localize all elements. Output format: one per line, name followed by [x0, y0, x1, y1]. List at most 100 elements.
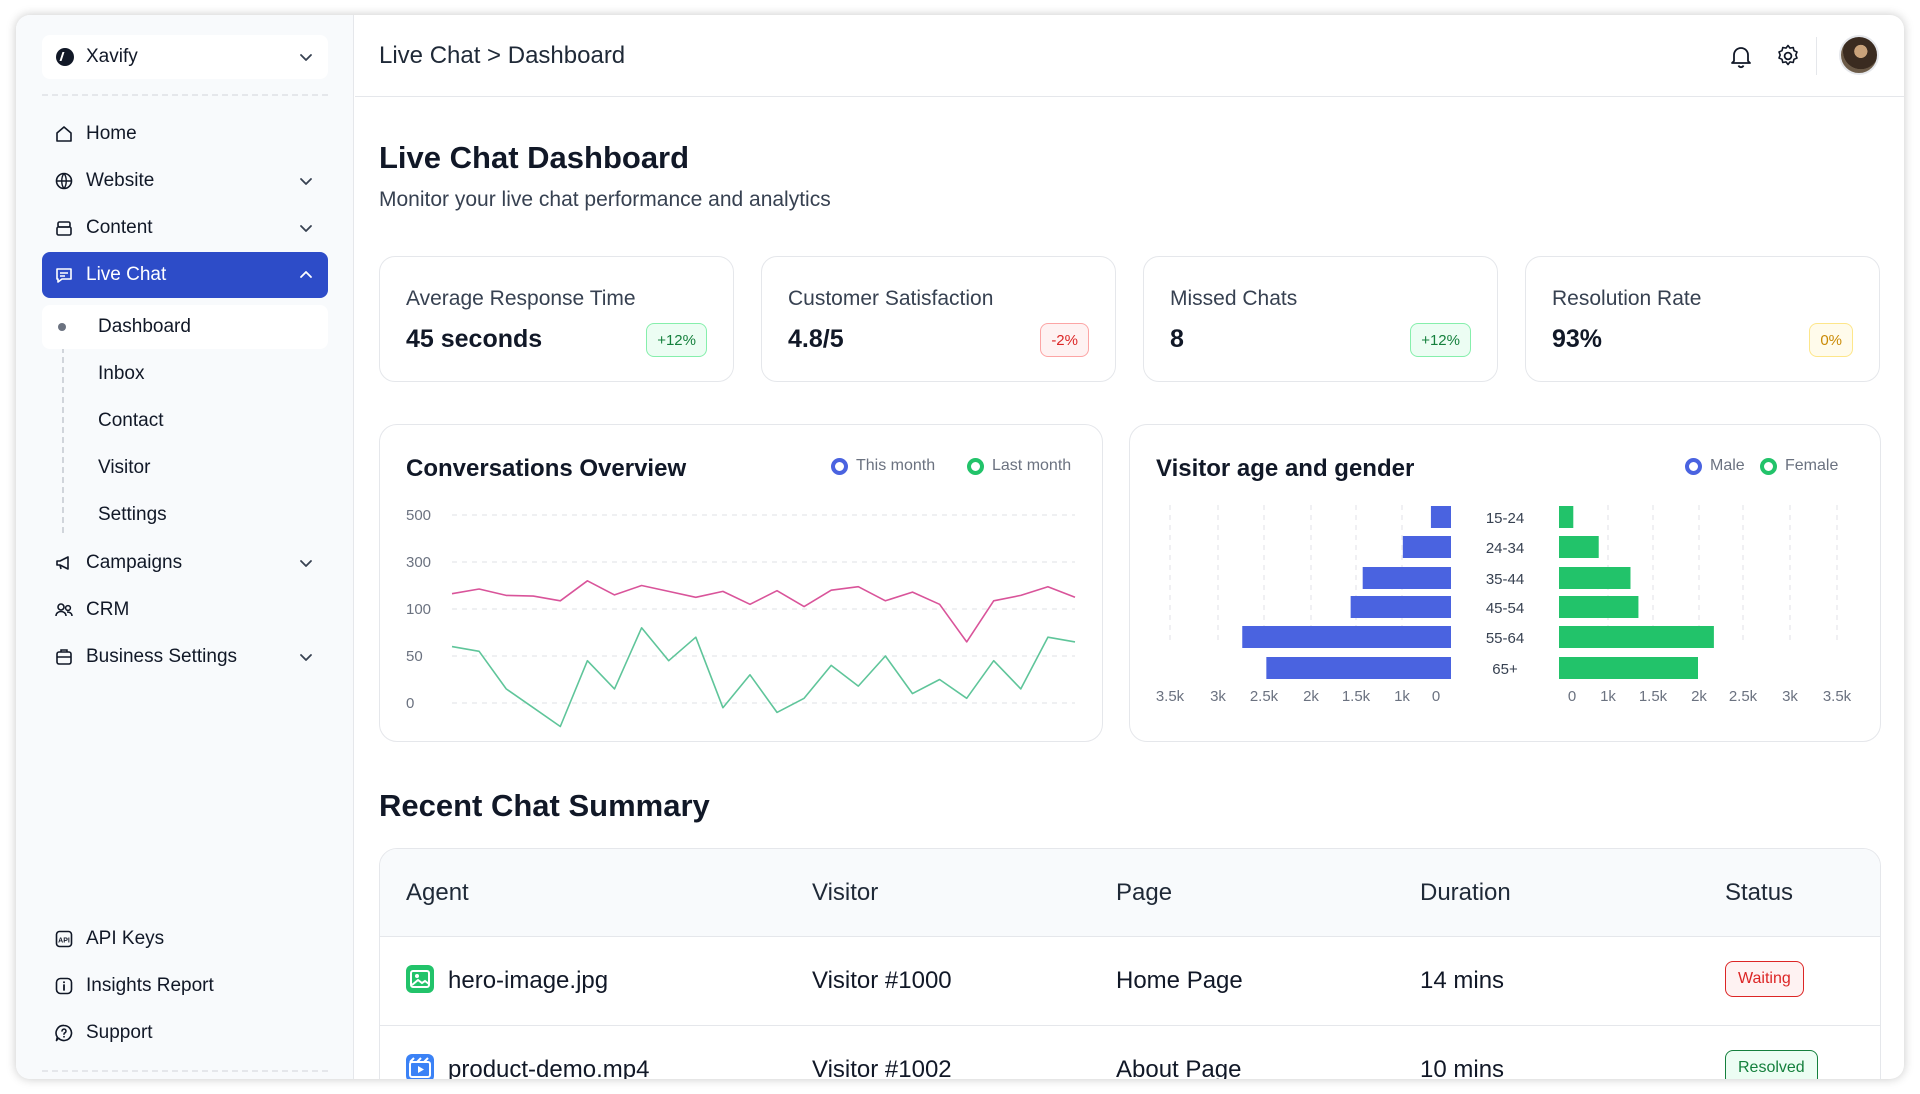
sidebar-item-business-settings[interactable]: Business Settings — [42, 634, 328, 680]
status-badge: Waiting — [1725, 961, 1804, 997]
column-header[interactable]: Duration — [1420, 879, 1511, 906]
legend-dot — [831, 457, 848, 475]
category-label: 45-54 — [1486, 600, 1524, 617]
change-badge: -2% — [1040, 323, 1089, 357]
legend-dot — [1685, 457, 1702, 475]
sidebar-item-api-keys[interactable]: API API Keys — [42, 916, 328, 962]
workspace-name: Xavify — [86, 46, 138, 67]
sidebar-item-crm[interactable]: CRM — [42, 587, 328, 633]
legend-dot — [1760, 457, 1777, 475]
sidebar-item-insights-report[interactable]: Insights Report — [42, 963, 328, 1009]
chevron-down-icon — [296, 647, 316, 667]
sidebar-item-website[interactable]: Website — [42, 158, 328, 204]
category-label: 55-64 — [1486, 630, 1524, 647]
table-row[interactable]: hero-image.jpg Visitor #1000 Home Page 1… — [380, 937, 1880, 1026]
info-icon — [54, 976, 74, 996]
sidebar-item-label: API Keys — [86, 928, 165, 949]
chart-title: Visitor age and gender — [1156, 455, 1415, 482]
column-header[interactable]: Status — [1725, 879, 1794, 906]
globe-icon — [54, 171, 74, 191]
sidebar-item-label: Live Chat — [86, 264, 167, 285]
chevron-down-icon — [296, 171, 316, 191]
x-tick-label: 3k — [1782, 688, 1798, 705]
x-tick-label: 0 — [1432, 688, 1440, 705]
column-header[interactable]: Agent — [406, 879, 469, 906]
duration-cell: 10 mins — [1420, 1056, 1505, 1079]
sidebar-subitem-dashboard[interactable]: Dashboard — [42, 305, 328, 349]
column-header[interactable]: Page — [1116, 879, 1173, 906]
change-badge: 0% — [1809, 323, 1853, 357]
gear-icon[interactable] — [1775, 43, 1801, 69]
stack-icon — [54, 218, 74, 238]
api-icon: API — [54, 929, 74, 949]
avatar[interactable] — [1839, 35, 1879, 75]
legend-label: This month — [856, 457, 936, 474]
stat-label: Customer Satisfaction — [788, 287, 994, 310]
sidebar-item-support[interactable]: Support — [42, 1010, 328, 1056]
legend-label: Male — [1710, 457, 1745, 474]
stat-label: Resolution Rate — [1552, 287, 1702, 310]
legend-this-month[interactable]: This month — [831, 457, 935, 475]
category-label: 35-44 — [1486, 571, 1524, 588]
sidebar-subitem-settings[interactable]: Settings — [42, 493, 328, 537]
sidebar-item-home[interactable]: Home — [42, 111, 328, 157]
bar-female — [1559, 626, 1714, 648]
bar-male — [1242, 626, 1451, 648]
section-title: Recent Chat Summary — [379, 788, 710, 823]
stat-card-missed-chats: Missed Chats 8 +12% — [1143, 256, 1498, 382]
y-tick-label: 50 — [406, 648, 423, 665]
sidebar-item-label: CRM — [86, 599, 130, 620]
stat-label: Average Response Time — [406, 287, 636, 310]
workspace-selector[interactable]: Xavify — [42, 35, 328, 79]
x-tick-label: 1k — [1600, 688, 1616, 705]
sidebar-item-live-chat[interactable]: Live Chat — [42, 252, 328, 298]
sidebar-subitem-label: Settings — [98, 504, 167, 525]
stat-value: 93% — [1552, 325, 1603, 353]
sidebar-item-campaigns[interactable]: Campaigns — [42, 540, 328, 586]
submenu-guide-line — [62, 307, 64, 533]
page-cell: Home Page — [1116, 967, 1243, 994]
sidebar-item-content[interactable]: Content — [42, 205, 328, 251]
users-icon — [54, 600, 74, 620]
legend-female[interactable]: Female — [1760, 457, 1838, 475]
sidebar-item-label: Campaigns — [86, 552, 183, 573]
legend-label: Female — [1785, 457, 1839, 474]
visitor-cell: Visitor #1002 — [812, 1056, 952, 1079]
x-tick-label: 2.5k — [1729, 688, 1758, 705]
recent-chat-table: Agent Visitor Page Duration Status hero-… — [379, 848, 1881, 1079]
sidebar-item-label: Support — [86, 1022, 153, 1043]
legend-last-month[interactable]: Last month — [967, 457, 1071, 475]
x-tick-label: 3k — [1210, 688, 1226, 705]
app-window: Xavify Home Website Content Live Chat Da… — [16, 15, 1904, 1079]
series-line-this-month — [451, 580, 1076, 643]
chat-icon — [54, 265, 74, 285]
y-tick-label: 300 — [406, 554, 431, 571]
divider — [42, 1070, 328, 1072]
page-subtitle: Monitor your live chat performance and a… — [379, 188, 831, 211]
sidebar-subitem-visitor[interactable]: Visitor — [42, 446, 328, 490]
x-tick-label: 2k — [1303, 688, 1319, 705]
sidebar-item-label: Website — [86, 170, 155, 191]
change-badge: +12% — [646, 323, 707, 357]
x-tick-label: 3.5k — [1156, 688, 1185, 705]
stat-card-resolution-rate: Resolution Rate 93% 0% — [1525, 256, 1880, 382]
svg-text:API: API — [58, 938, 70, 945]
legend-male[interactable]: Male — [1685, 457, 1745, 475]
breadcrumb: Live Chat > Dashboard — [379, 41, 626, 69]
stat-value: 45 seconds — [406, 325, 543, 353]
divider — [1816, 37, 1817, 75]
table-row[interactable]: product-demo.mp4 Visitor #1002 About Pag… — [380, 1026, 1880, 1079]
sidebar-subitem-inbox[interactable]: Inbox — [42, 352, 328, 396]
x-tick-label: 2k — [1691, 688, 1707, 705]
table-header: Agent Visitor Page Duration Status — [380, 849, 1880, 937]
sidebar-subitem-contact[interactable]: Contact — [42, 399, 328, 443]
sidebar-subitem-label: Dashboard — [98, 316, 191, 337]
workspace-logo-icon — [56, 48, 74, 66]
chevron-down-icon — [296, 218, 316, 238]
change-badge: +12% — [1410, 323, 1471, 357]
column-header[interactable]: Visitor — [812, 879, 879, 906]
bell-icon[interactable] — [1728, 43, 1754, 69]
sidebar-item-label: Content — [86, 217, 153, 238]
video-icon — [406, 1054, 434, 1079]
sidebar-item-label: Business Settings — [86, 646, 238, 667]
